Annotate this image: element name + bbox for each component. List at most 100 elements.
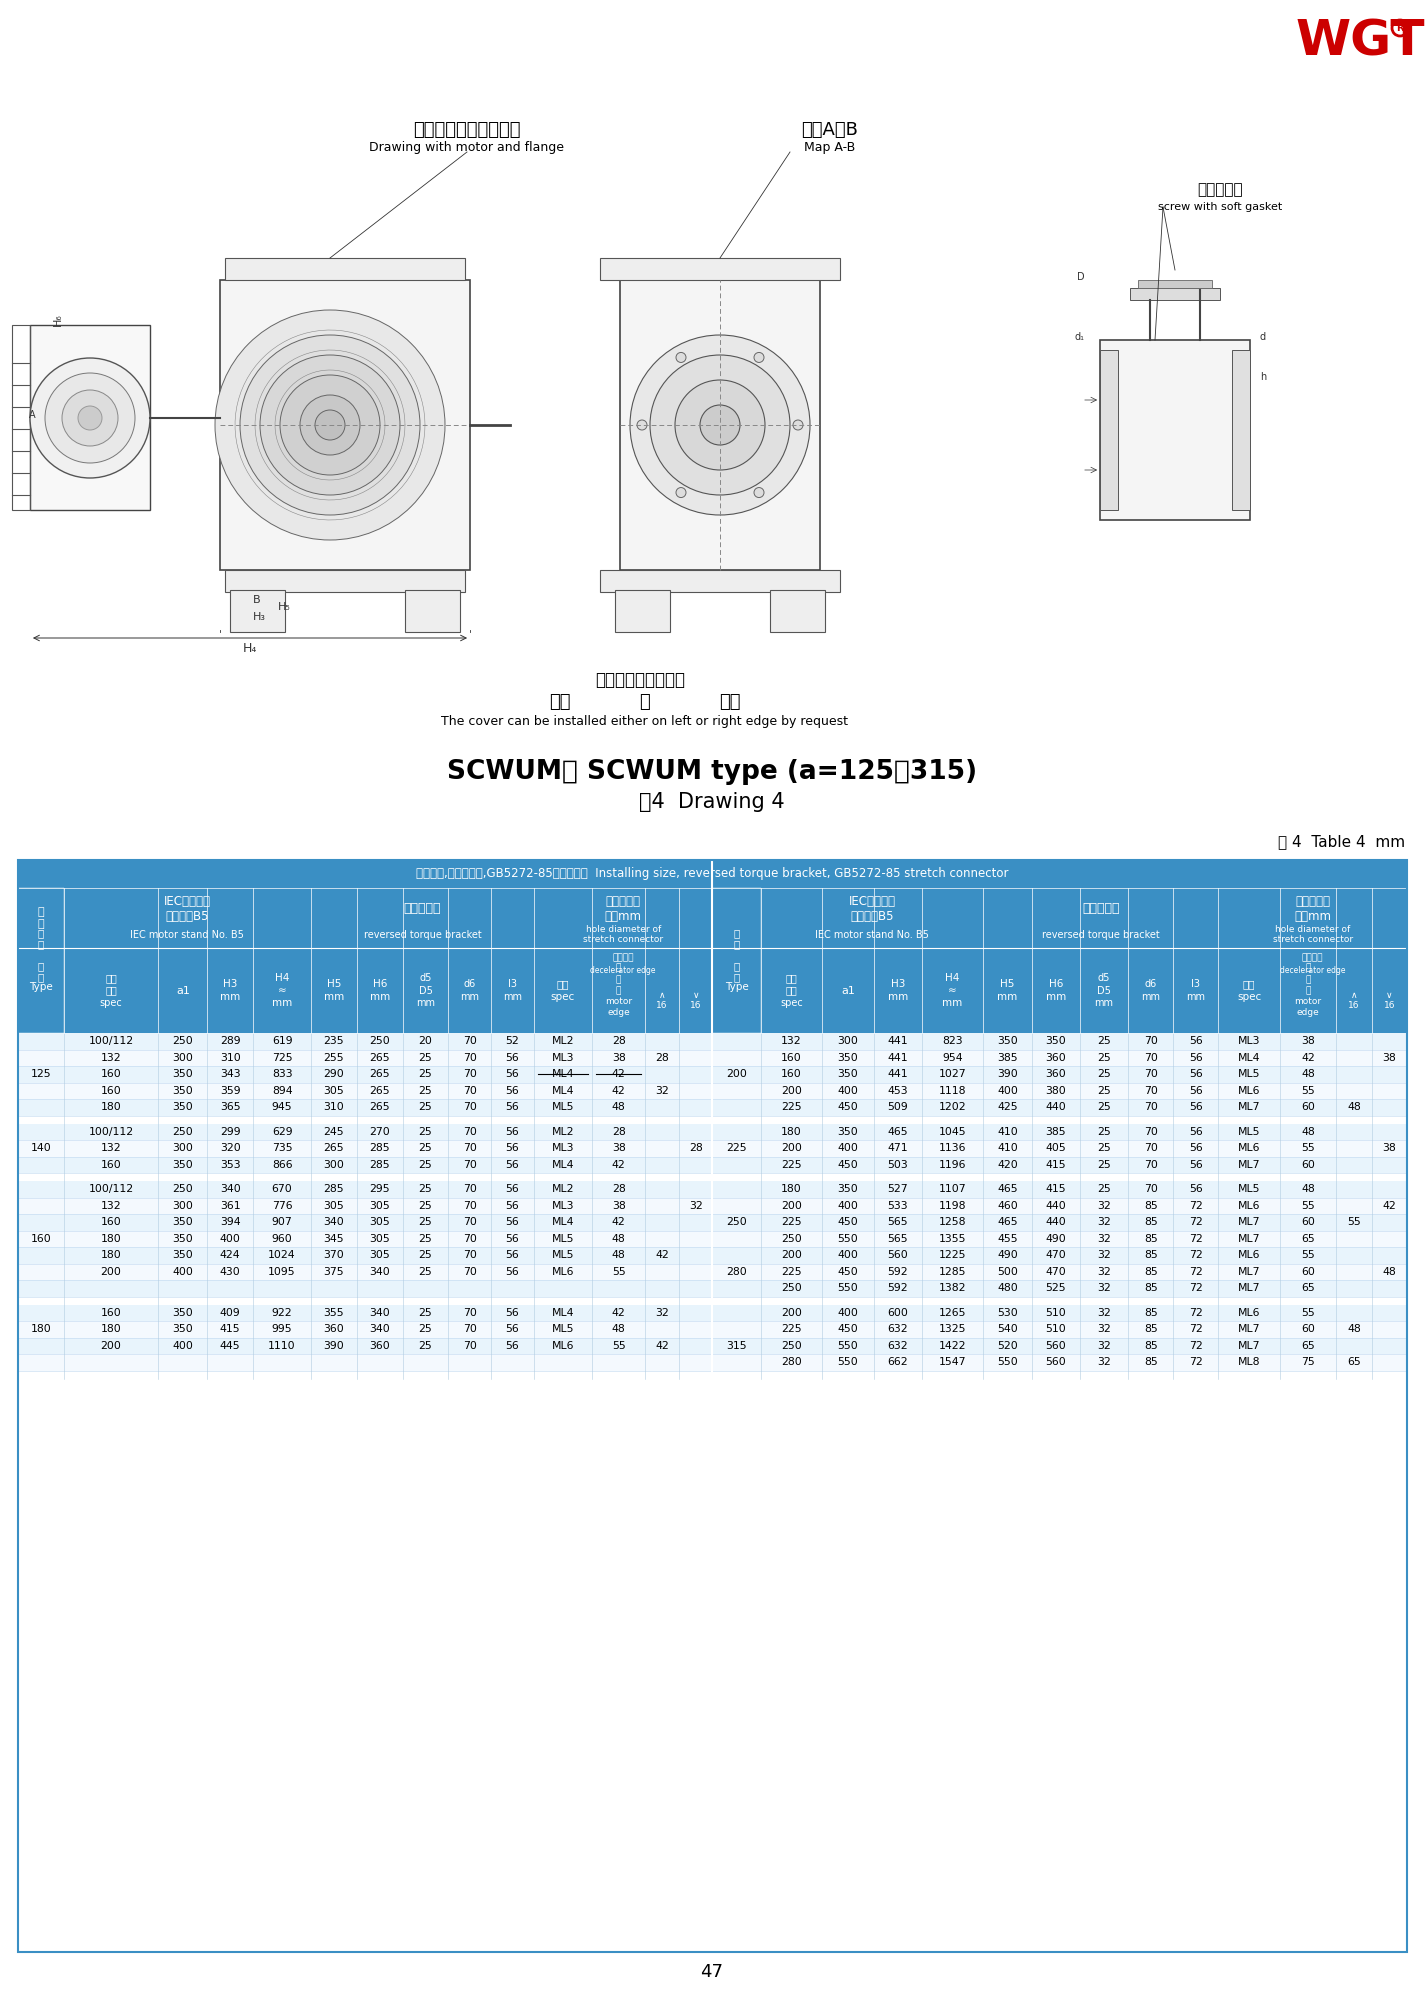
Text: 350: 350 [838,1184,858,1194]
Text: H₃: H₃ [254,612,266,622]
Text: 60: 60 [1301,1218,1315,1228]
Text: 410: 410 [997,1144,1017,1154]
Text: 85: 85 [1144,1218,1157,1228]
Text: 56: 56 [506,1184,520,1194]
Text: 400: 400 [838,1200,858,1210]
Text: 305: 305 [369,1234,390,1244]
Text: 25: 25 [419,1070,432,1080]
Text: 160: 160 [781,1052,802,1062]
Text: 32: 32 [1097,1200,1112,1210]
Text: 360: 360 [1046,1070,1066,1080]
Text: 225: 225 [781,1266,802,1276]
Text: ML7: ML7 [1238,1218,1260,1228]
Bar [19,1172,1406,1180]
Text: 规格
spec: 规格 spec [551,980,576,1002]
Circle shape [700,404,740,446]
Text: 25: 25 [1097,1070,1112,1080]
Circle shape [259,356,400,494]
Text: 1107: 1107 [939,1184,966,1194]
Text: 350: 350 [838,1126,858,1136]
Text: ML6: ML6 [1238,1200,1260,1210]
Text: 1325: 1325 [939,1324,966,1334]
Text: 160: 160 [30,1234,51,1244]
Text: 385: 385 [1046,1126,1066,1136]
Text: 370: 370 [323,1250,345,1260]
Text: 55: 55 [611,1340,626,1350]
Text: Map A-B: Map A-B [804,142,855,154]
Text: 55: 55 [1301,1144,1315,1154]
Text: 415: 415 [219,1324,241,1334]
Text: 350: 350 [172,1102,194,1112]
Text: 550: 550 [838,1284,858,1294]
Text: 72: 72 [1188,1358,1203,1368]
Bar [19,1214,1406,1230]
Text: 56: 56 [506,1102,520,1112]
Text: 28: 28 [611,1184,626,1194]
Text: a1: a1 [175,986,190,996]
Circle shape [630,334,809,514]
Text: 32: 32 [1097,1324,1112,1334]
Text: 55: 55 [1301,1086,1315,1096]
Circle shape [637,420,647,430]
Text: 32: 32 [656,1086,668,1096]
Text: 56: 56 [506,1160,520,1170]
Text: 85: 85 [1144,1340,1157,1350]
Text: ML7: ML7 [1238,1340,1260,1350]
Circle shape [754,352,764,362]
Circle shape [675,380,765,470]
Text: 390: 390 [997,1070,1017,1080]
Bar [219,280,470,570]
Text: 440: 440 [1046,1200,1066,1210]
Text: 60: 60 [1301,1102,1315,1112]
Bar [770,590,825,632]
Text: 48: 48 [1301,1126,1315,1136]
Text: d5
D5
mm: d5 D5 mm [1094,974,1113,1008]
Text: 70: 70 [463,1324,477,1334]
Text: 560: 560 [1046,1358,1066,1368]
Text: ML3: ML3 [551,1052,574,1062]
Text: 100/112: 100/112 [88,1036,134,1046]
Text: 56: 56 [1188,1144,1203,1154]
Text: 520: 520 [997,1340,1017,1350]
Text: 56: 56 [1188,1160,1203,1170]
Text: 285: 285 [369,1144,390,1154]
Text: 299: 299 [219,1126,241,1136]
Text: 70: 70 [463,1126,477,1136]
Text: ∧
16: ∧ 16 [657,990,668,1010]
Text: 25: 25 [1097,1086,1112,1096]
Text: 409: 409 [219,1308,241,1318]
Bar [19,1354,1406,1370]
Text: 550: 550 [838,1358,858,1368]
Text: 225: 225 [781,1160,802,1170]
Text: 38: 38 [1382,1052,1396,1062]
Bar [19,860,1406,1952]
Text: 180: 180 [101,1324,121,1334]
Text: ML6: ML6 [1238,1086,1260,1096]
Text: 400: 400 [997,1086,1017,1096]
Text: 52: 52 [506,1036,520,1046]
Text: ML5: ML5 [551,1234,574,1244]
Bar [712,888,761,1032]
Bar [600,570,839,592]
Text: 48: 48 [1347,1102,1361,1112]
Circle shape [792,420,804,430]
Text: 735: 735 [272,1144,292,1154]
Text: h: h [1260,372,1267,382]
Text: 42: 42 [611,1218,626,1228]
Text: 表 4  Table 4  mm: 表 4 Table 4 mm [1278,834,1405,850]
Text: 340: 340 [323,1218,345,1228]
Text: 200: 200 [781,1200,802,1210]
Text: 70: 70 [463,1340,477,1350]
Text: 455: 455 [997,1234,1017,1244]
Text: 280: 280 [727,1266,747,1276]
Text: 72: 72 [1188,1324,1203,1334]
Text: ML4: ML4 [551,1070,574,1080]
Text: 56: 56 [1188,1184,1203,1194]
Text: 56: 56 [506,1340,520,1350]
Bar [19,948,1406,1032]
Text: 1285: 1285 [939,1266,966,1276]
Text: 1027: 1027 [939,1070,966,1080]
Text: 565: 565 [888,1218,908,1228]
Text: 机座
规格
spec: 机座 规格 spec [779,974,802,1008]
Text: 250: 250 [781,1340,802,1350]
